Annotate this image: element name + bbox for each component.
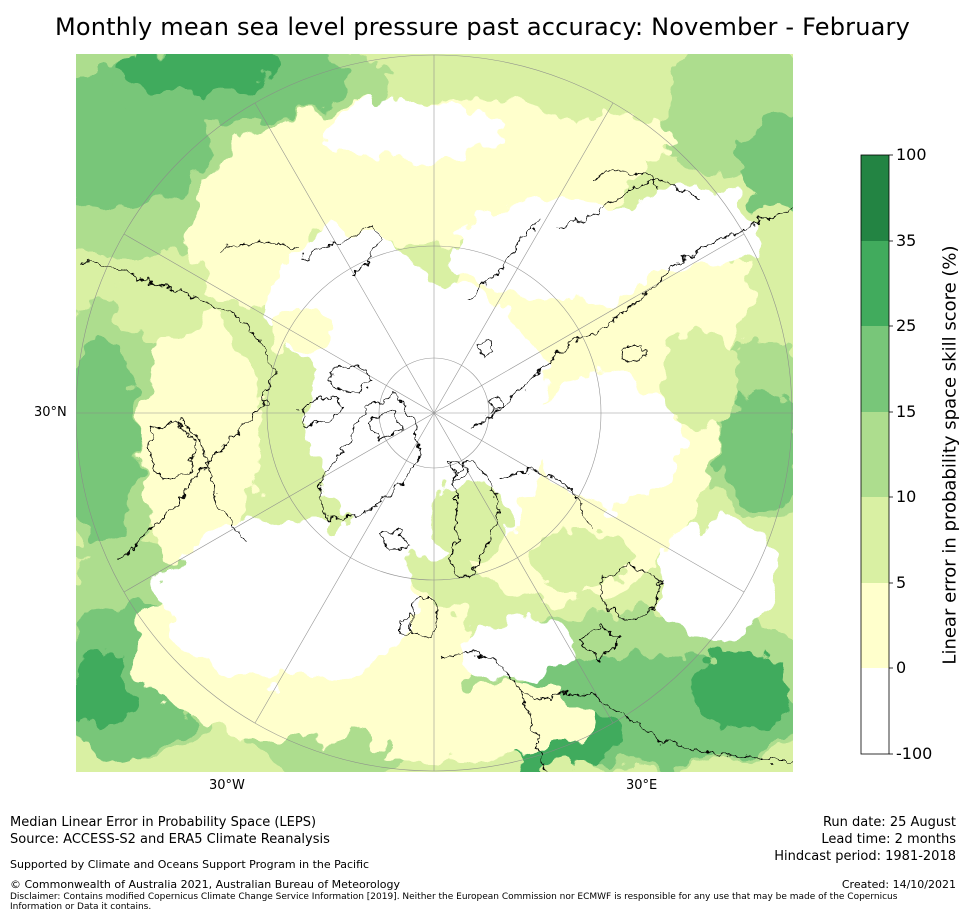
skill-score-field: [76, 54, 793, 772]
lon-label-30w: 30°W: [209, 778, 245, 793]
colorbar-tick-neg100: -100: [896, 744, 933, 763]
colorbar-tick-10: 10: [896, 487, 917, 506]
footer-disclaimer: Disclaimer: Contains modified Copernicus…: [10, 892, 898, 912]
colorbar-tick-35: 35: [896, 231, 917, 250]
colorbar-bin-35-100: [861, 155, 889, 241]
footer-copyright: © Commonwealth of Australia 2021, Austra…: [10, 878, 400, 891]
colorbar-title: Linear error in probability space skill …: [939, 245, 961, 665]
colorbar-bin-0-5: [861, 583, 889, 668]
colorbar-tick-0: 0: [896, 658, 907, 677]
colorbar-bin-25-35: [861, 241, 889, 326]
map-title: Monthly mean sea level pressure past acc…: [54, 13, 911, 41]
coastlines: [79, 169, 793, 772]
footer-lead-time: Lead time: 2 months: [821, 832, 956, 847]
colorbar-bin-15-25: [861, 326, 889, 412]
footer-supported: Supported by Climate and Oceans Support …: [10, 858, 370, 871]
colorbar-tick-100: 100: [896, 145, 927, 164]
lon-label-30e: 30°E: [626, 778, 658, 793]
graticule: [76, 54, 793, 772]
footer-run-date: Run date: 25 August: [822, 815, 956, 830]
footer-method: Median Linear Error in Probability Space…: [10, 815, 317, 830]
colorbar: [860, 154, 893, 755]
lat-label-30n: 30°N: [34, 405, 67, 420]
footer-source: Source: ACCESS-S2 and ERA5 Climate Reana…: [10, 832, 330, 847]
colorbar-tick-5: 5: [896, 573, 907, 592]
colorbar-bin-5-10: [861, 497, 889, 583]
footer-hindcast: Hindcast period: 1981-2018: [774, 849, 956, 864]
colorbar-tick-15: 15: [896, 402, 917, 421]
colorbar-bin-neg100-0: [861, 668, 889, 754]
colorbar-tick-25: 25: [896, 316, 917, 335]
colorbar-bin-10-15: [861, 412, 889, 497]
footer-created: Created: 14/10/2021: [841, 878, 956, 891]
